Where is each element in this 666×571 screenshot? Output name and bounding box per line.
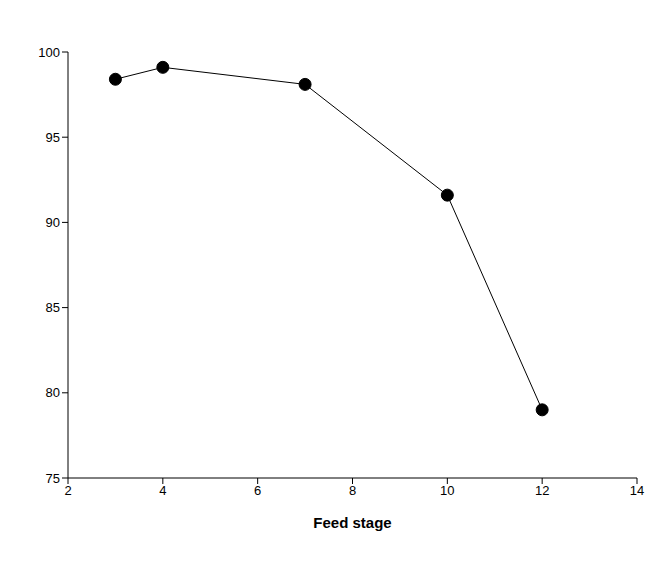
svg-text:10: 10: [440, 483, 454, 498]
svg-text:80: 80: [46, 385, 60, 400]
svg-text:85: 85: [46, 300, 60, 315]
svg-text:Feed stage: Feed stage: [313, 514, 391, 531]
svg-text:100: 100: [38, 45, 60, 60]
svg-text:95: 95: [46, 130, 60, 145]
svg-text:2: 2: [64, 483, 71, 498]
svg-text:75: 75: [46, 471, 60, 486]
svg-text:4: 4: [159, 483, 166, 498]
svg-text:90: 90: [46, 215, 60, 230]
svg-text:12: 12: [535, 483, 549, 498]
svg-text:8: 8: [349, 483, 356, 498]
svg-text:14: 14: [630, 483, 644, 498]
svg-text:6: 6: [254, 483, 261, 498]
